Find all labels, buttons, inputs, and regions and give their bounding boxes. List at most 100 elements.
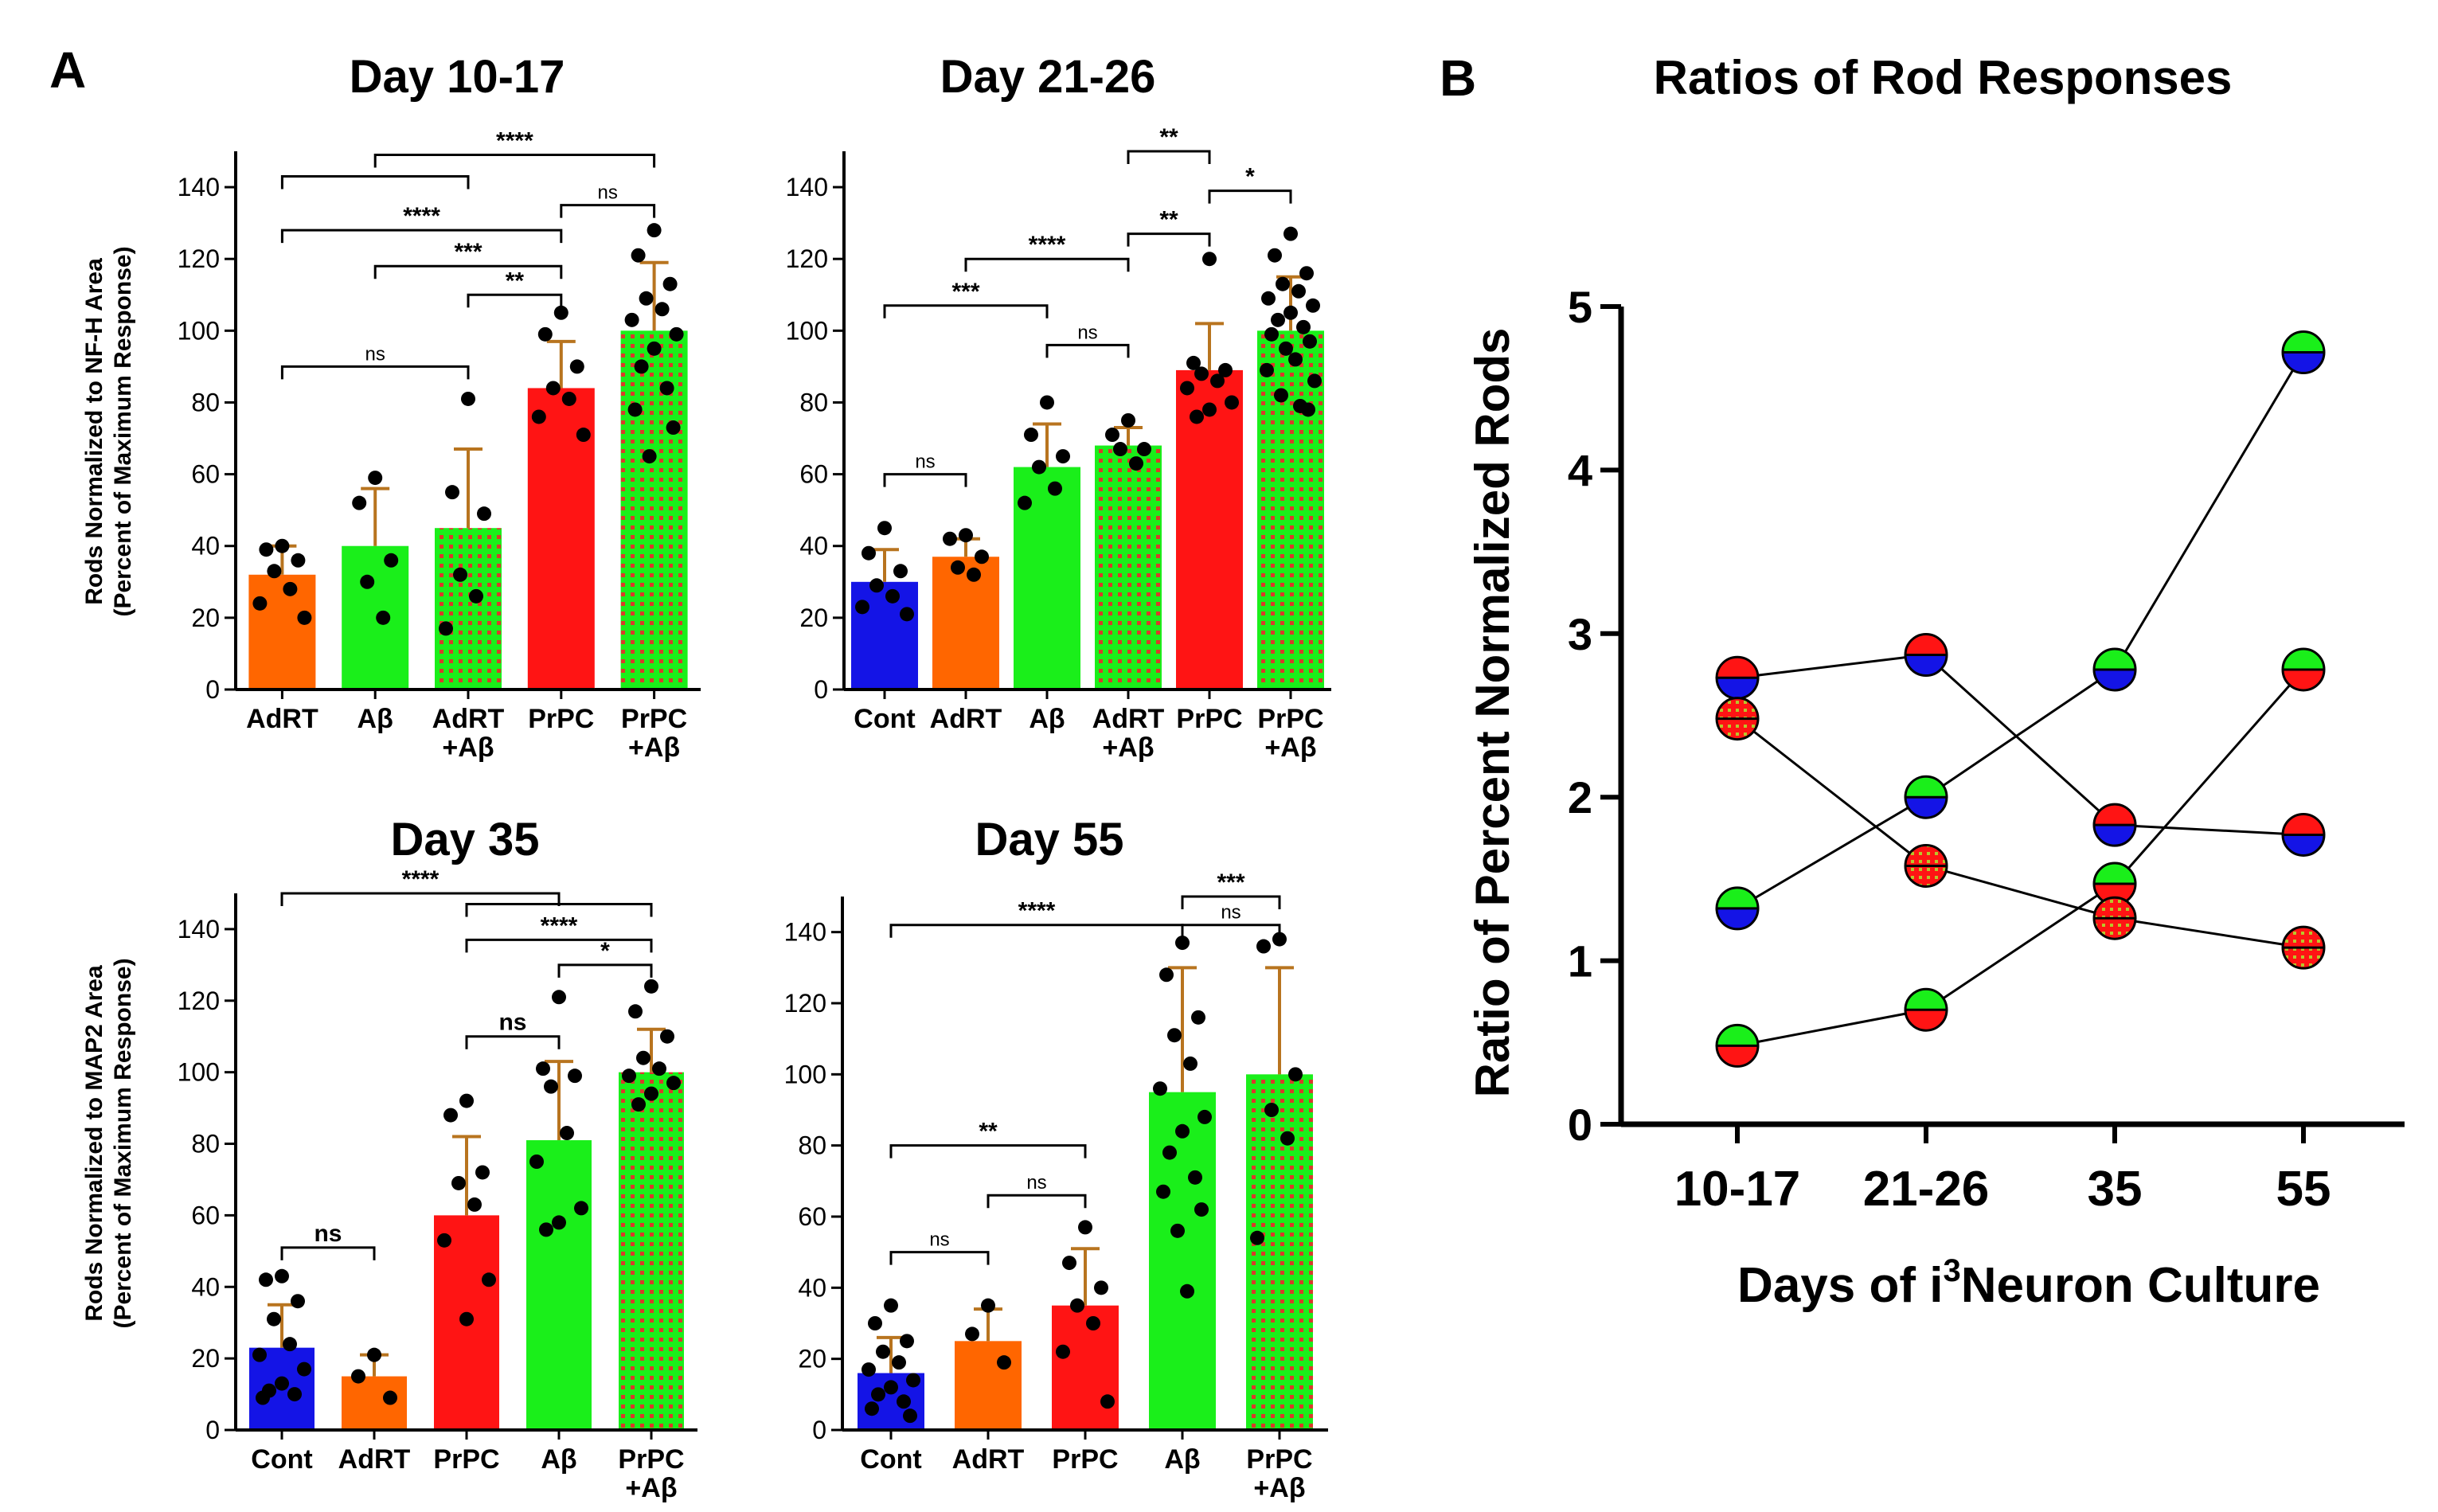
- data-point: [576, 428, 591, 443]
- data-point: [461, 391, 475, 406]
- category-label: PrPC: [621, 704, 687, 734]
- significance-bracket: [280, 892, 561, 906]
- marker-bottom-half: [1905, 797, 1947, 819]
- data-point: [654, 302, 670, 317]
- y-tick-label: 0: [812, 1416, 826, 1444]
- bar: [342, 1376, 407, 1430]
- data-point: [659, 381, 674, 396]
- data-point: [1256, 939, 1271, 954]
- data-point: [482, 1272, 496, 1287]
- category-label: AdRT: [246, 704, 318, 734]
- marker-bottom-half: [2094, 825, 2135, 846]
- data-point: [459, 1311, 474, 1326]
- significance-bracket: [1181, 924, 1281, 938]
- significance-bracket: [1127, 150, 1211, 164]
- y-tick-label: 100: [786, 316, 828, 345]
- y-tick-label: 0: [1568, 1100, 1592, 1150]
- data-point: [1268, 248, 1282, 263]
- marker-outline: [2281, 647, 2326, 692]
- marker-bottom-half: [1905, 654, 1947, 676]
- data-point: [1279, 341, 1293, 356]
- significance-bracket: [1208, 189, 1292, 204]
- data-point: [951, 560, 965, 575]
- y-tick-label: 2: [1568, 772, 1592, 822]
- connector-line: [1925, 882, 2116, 1011]
- bar: [1052, 1305, 1119, 1430]
- data-point: [1272, 932, 1287, 947]
- y-tick-label: 40: [799, 532, 828, 561]
- data-point: [892, 1355, 906, 1370]
- data-point: [1137, 442, 1151, 457]
- data-point: [568, 1069, 582, 1084]
- bar: [619, 1072, 684, 1430]
- marker-outline: [1904, 843, 1948, 888]
- significance-label: ****: [402, 866, 440, 893]
- significance-bracket: [1045, 343, 1130, 358]
- connector-line: [2113, 668, 2305, 885]
- bar: [620, 330, 688, 690]
- significance-bracket: [889, 1144, 1087, 1158]
- category-label: AdRT: [338, 1444, 411, 1475]
- marker-top-half: [2094, 648, 2135, 670]
- data-point: [367, 1347, 381, 1362]
- significance-bracket: [280, 229, 563, 244]
- y-tick-label: 80: [191, 388, 220, 416]
- data-point: [267, 564, 282, 579]
- data-point: [1113, 442, 1127, 457]
- chart-title: Day 10-17: [350, 51, 565, 103]
- significance-label: ***: [454, 239, 482, 265]
- data-point: [631, 248, 646, 263]
- data-point: [1194, 1202, 1209, 1217]
- data-point: [259, 542, 274, 557]
- data-point: [283, 1337, 297, 1352]
- data-point: [1180, 381, 1194, 396]
- significance-bracket: [373, 154, 656, 168]
- data-point: [453, 567, 467, 582]
- data-point: [862, 1362, 876, 1377]
- significance-label: *: [1245, 164, 1255, 190]
- marker-top-half: [1717, 887, 1758, 908]
- data-point: [1167, 1028, 1182, 1043]
- category-label: PrPC: [1052, 1444, 1118, 1475]
- significance-label: ns: [915, 451, 935, 473]
- data-point: [384, 553, 399, 568]
- bar: [526, 1140, 592, 1430]
- category-label: AdRT: [952, 1444, 1025, 1475]
- y-tick-label: 120: [178, 244, 220, 273]
- data-point: [475, 1165, 490, 1180]
- category-label: PrPC: [618, 1444, 684, 1475]
- category-label-line2: +Aβ: [1102, 733, 1154, 763]
- data-point: [259, 1272, 273, 1287]
- xlabel-superscript: 3: [1943, 1253, 1960, 1288]
- data-point: [877, 521, 892, 536]
- significance-label: ns: [1077, 322, 1097, 343]
- data-point: [884, 1298, 898, 1313]
- data-point: [943, 531, 957, 546]
- data-point: [291, 553, 306, 568]
- marker-outline: [2092, 647, 2137, 692]
- bar: [932, 557, 999, 690]
- connector-line: [1925, 668, 2116, 799]
- data-point: [1121, 413, 1135, 428]
- marker-top-half: [2283, 927, 2324, 948]
- data-point: [1210, 373, 1225, 389]
- data-point: [1105, 428, 1119, 443]
- data-point: [1180, 1283, 1194, 1299]
- connector-line: [1737, 1008, 1927, 1047]
- ylabel-bottom-line2: (Percent of Maximum Response): [110, 958, 136, 1328]
- category-label: PrPC: [1246, 1444, 1312, 1475]
- data-point: [561, 391, 576, 406]
- data-point: [1218, 362, 1233, 377]
- data-point: [1261, 291, 1276, 306]
- data-point: [1296, 319, 1311, 334]
- data-point: [1288, 352, 1303, 367]
- bar-chart-day55: Day 55 0 20 40 60 80 100 120 140 Cont AdRT PrPC Aβ Pr…: [784, 814, 1328, 1503]
- marker-outline: [1715, 886, 1760, 931]
- data-point: [884, 1380, 898, 1395]
- data-point: [1032, 459, 1046, 475]
- data-point: [1198, 1109, 1212, 1124]
- data-point: [636, 1050, 651, 1065]
- significance-label: ****: [496, 128, 533, 154]
- connector-line: [1925, 865, 2116, 920]
